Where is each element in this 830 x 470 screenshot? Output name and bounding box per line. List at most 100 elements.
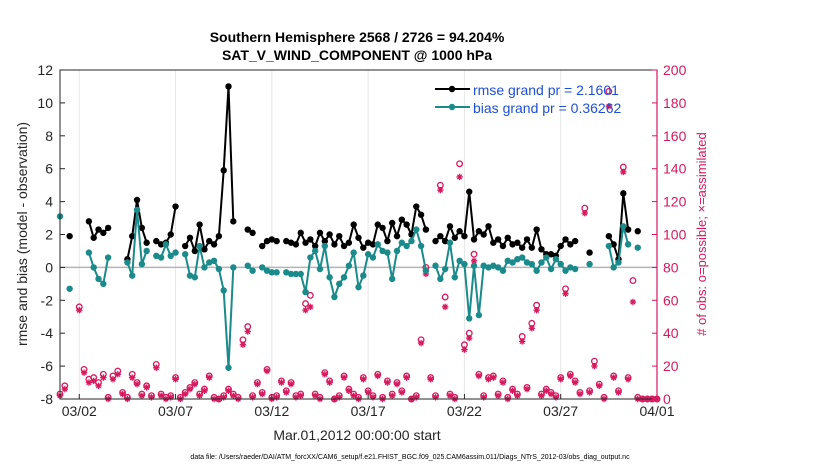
bias-point [157, 254, 165, 261]
rmse-point [326, 231, 333, 238]
obs-assimilated-marker [100, 374, 107, 381]
obs-assimilated-stroke [529, 325, 535, 331]
obs-assimilated-stroke [254, 381, 261, 387]
bias-point [249, 267, 256, 274]
x-tick-label: 03/02 [62, 403, 97, 419]
rmse-point [610, 241, 617, 248]
rmse-point [66, 232, 73, 240]
x-tick-label: 03/27 [543, 403, 578, 419]
y-right-tick-label: 200 [663, 62, 687, 78]
obs-assimilated-marker [321, 371, 328, 378]
obs-assimilated-marker [441, 303, 449, 311]
obs-assimilated-stroke [596, 383, 602, 389]
obs-assimilated-stroke [447, 393, 453, 399]
y-left-tick-label: 8 [45, 128, 53, 144]
obs-assimilated-marker [109, 376, 117, 383]
bias-point [244, 262, 251, 269]
rmse-point [297, 229, 304, 237]
x-axis-label: Mar.01,2012 00:00:00 start [273, 427, 440, 443]
bias-point [571, 265, 579, 273]
rmse-point [138, 224, 146, 232]
bias-point [480, 262, 487, 269]
bias-point [523, 259, 531, 266]
obs-assimilated-stroke [360, 376, 367, 382]
rmse-point [157, 241, 165, 248]
obs-assimilated-stroke [548, 391, 554, 397]
obs-assimilated-stroke [341, 374, 347, 381]
obs-assimilated-stroke [582, 210, 588, 216]
bias-point [499, 267, 507, 274]
obs-assimilated-marker [413, 394, 420, 401]
obs-possible-marker [302, 300, 309, 308]
bias-point [528, 260, 536, 268]
obs-assimilated-stroke [620, 169, 626, 175]
obs-assimilated-stroke [312, 393, 318, 399]
obs-assimilated-stroke [134, 381, 140, 387]
y-left-tick-label: 0 [45, 259, 53, 275]
bias-point [321, 242, 328, 250]
bias-point [95, 275, 102, 283]
obs-assimilated-stroke [322, 371, 328, 378]
rmse-point [441, 237, 449, 245]
rmse-point [206, 237, 213, 245]
rmse-point [494, 236, 502, 243]
bias-point [567, 264, 574, 271]
bias-point [311, 247, 319, 255]
bias-point [215, 265, 223, 273]
obs-assimilated-marker [562, 290, 569, 297]
y-left-tick-label: -8 [41, 391, 54, 407]
y-left-tick-label: -4 [41, 325, 54, 341]
x-tick-label: 04/01 [639, 403, 674, 419]
rmse-point [567, 241, 574, 248]
rmse-point [225, 83, 232, 90]
obs-assimilated-marker [350, 392, 357, 399]
obs-assimilated-marker [518, 338, 526, 345]
chart-title-line1: Southern Hemisphere 2568 / 2726 = 94.204… [210, 29, 505, 45]
obs-assimilated-marker [605, 102, 613, 110]
obs-assimilated-marker [586, 389, 593, 396]
obs-assimilated-stroke [519, 338, 525, 345]
bias-point [66, 285, 73, 292]
obs-assimilated-stroke [302, 307, 309, 313]
rmse-point [85, 218, 93, 225]
obs-assimilated-stroke [143, 384, 150, 391]
rmse-point [316, 229, 324, 237]
bias-point [316, 265, 324, 273]
rmse-point [403, 221, 410, 228]
obs-assimilated-marker [311, 392, 319, 399]
obs-assimilated-stroke [100, 374, 107, 381]
bias-point [186, 272, 194, 279]
rmse-point [557, 242, 564, 250]
bias-point [307, 254, 314, 261]
bias-point [129, 272, 136, 279]
obs-assimilated-stroke [562, 291, 569, 297]
y-axis-left-label: rmse and bias (model - observation) [14, 122, 30, 346]
bias-point [153, 252, 160, 260]
obs-assimilated-marker [172, 376, 179, 383]
rmse-point [249, 229, 256, 237]
obs-assimilated-marker [466, 334, 473, 342]
obs-assimilated-marker [499, 379, 507, 386]
bias-point [615, 259, 622, 266]
observation-count-layer [56, 87, 661, 403]
bias-point [196, 242, 203, 250]
obs-assimilated-stroke [119, 391, 126, 397]
bias-point [403, 242, 410, 250]
bias-point [494, 264, 502, 271]
obs-assimilated-marker [307, 303, 314, 311]
bias-point [360, 272, 367, 279]
bias-point [504, 257, 511, 265]
bias-point [518, 254, 526, 261]
rmse-point [167, 231, 174, 238]
obs-assimilated-stroke [288, 381, 294, 387]
rmse-point [259, 242, 266, 250]
bias-point [538, 259, 545, 266]
plot-area [60, 70, 657, 399]
obs-assimilated-marker [191, 380, 199, 388]
x-tick-label: 03/07 [158, 403, 193, 419]
obs-assimilated-stroke [158, 393, 164, 399]
obs-assimilated-stroke [615, 389, 622, 396]
obs-assimilated-stroke [625, 376, 631, 382]
bias-point [446, 239, 454, 246]
